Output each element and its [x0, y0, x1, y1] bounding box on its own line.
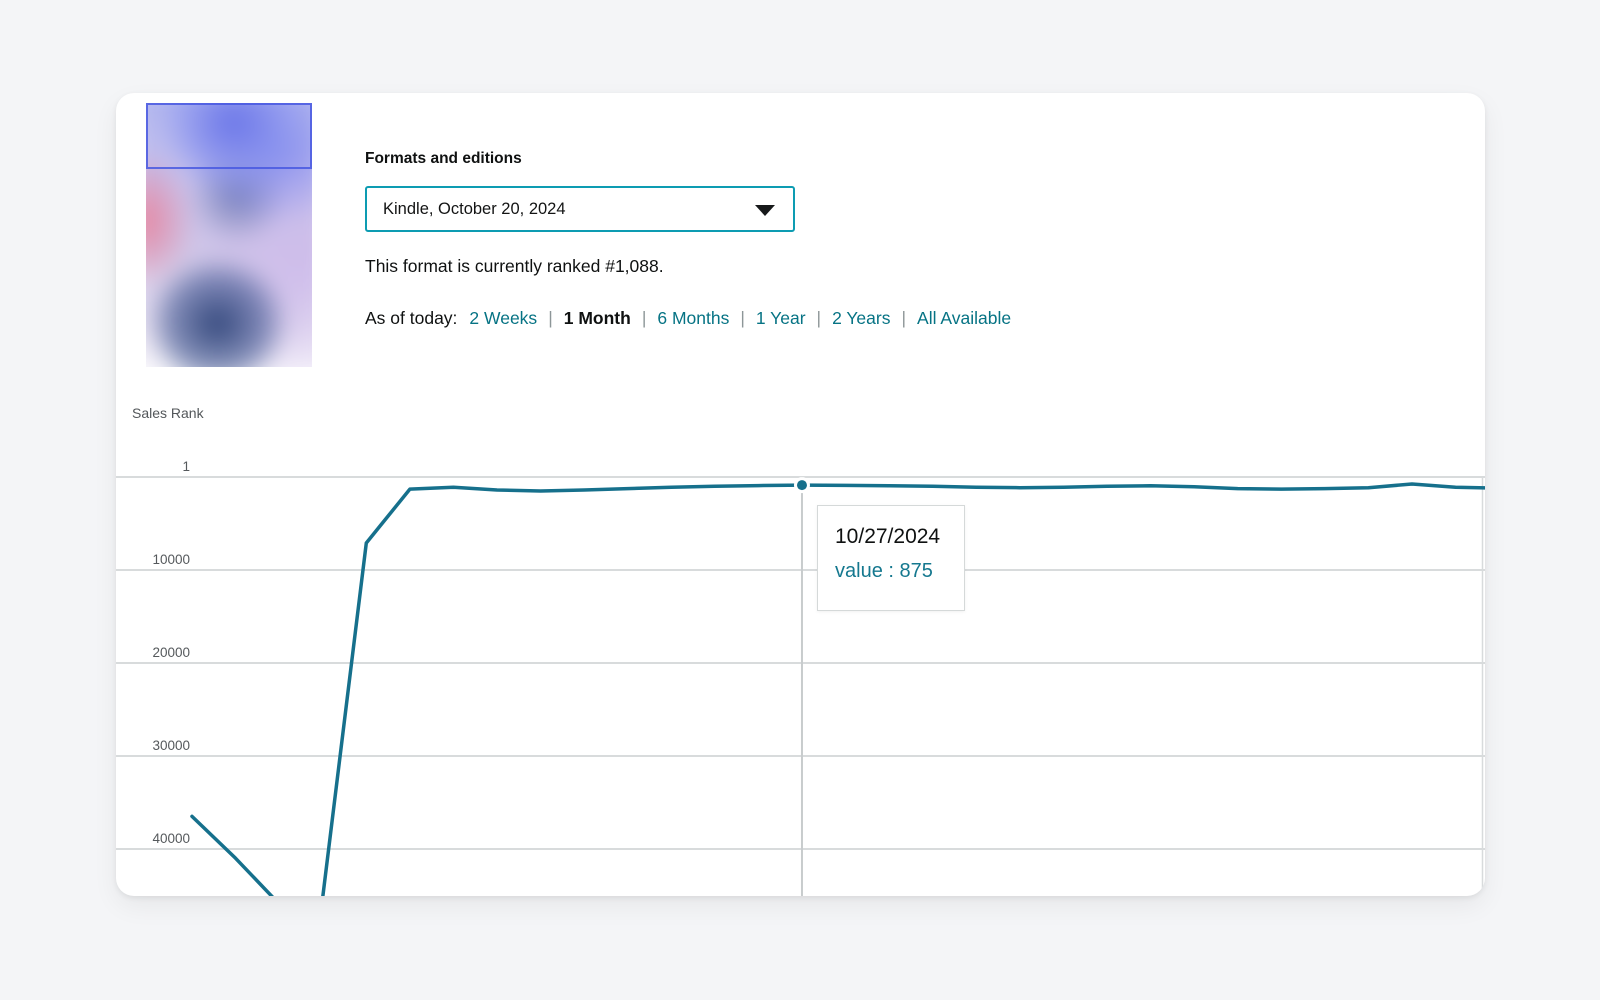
range-separator: |	[641, 308, 647, 328]
range-separator: |	[548, 308, 553, 328]
formats-and-editions-label: Formats and editions	[365, 150, 522, 167]
range-link-1-month[interactable]: 1 Month	[563, 308, 631, 328]
time-range-selector: As of today: 2 Weeks | 1 Month | 6 Months | 1 Y…	[365, 308, 1011, 329]
range-link-6-months[interactable]: 6 Months	[657, 308, 730, 328]
y-tick-label: 20000	[152, 645, 190, 660]
chevron-down-icon	[755, 205, 775, 216]
sales-rank-card: Formats and editions Kindle, October 20,…	[116, 93, 1485, 896]
sales-rank-line	[190, 482, 1485, 896]
sales-rank-chart[interactable]: 1 10000 20000 30000 40000	[116, 433, 1485, 896]
y-tick-label: 30000	[152, 738, 190, 753]
format-dropdown-value: Kindle, October 20, 2024	[383, 199, 566, 218]
book-cover-top-border	[146, 103, 312, 169]
book-cover-image	[146, 103, 312, 367]
range-separator: |	[740, 308, 745, 328]
range-link-all-available[interactable]: All Available	[917, 308, 1012, 328]
range-link-1-year[interactable]: 1 Year	[755, 308, 806, 328]
range-separator: |	[901, 308, 907, 328]
range-separator: |	[816, 308, 822, 328]
hover-marker	[796, 480, 807, 491]
current-rank-text: This format is currently ranked #1,088.	[365, 256, 664, 276]
range-link-2-weeks[interactable]: 2 Weeks	[469, 308, 538, 328]
format-dropdown[interactable]: Kindle, October 20, 2024	[365, 186, 795, 232]
chart-tooltip: 10/27/2024 value : 875	[817, 505, 965, 611]
tooltip-value: value : 875	[835, 560, 933, 582]
y-tick-label: 10000	[152, 552, 190, 567]
as-of-today-label: As of today:	[365, 308, 458, 328]
sales-rank-axis-title: Sales Rank	[132, 405, 204, 421]
book-cover-blur	[146, 103, 312, 367]
y-tick-label: 1	[182, 459, 190, 474]
tooltip-date: 10/27/2024	[835, 525, 941, 548]
y-tick-label: 40000	[152, 831, 190, 846]
range-link-2-years[interactable]: 2 Years	[832, 308, 891, 328]
